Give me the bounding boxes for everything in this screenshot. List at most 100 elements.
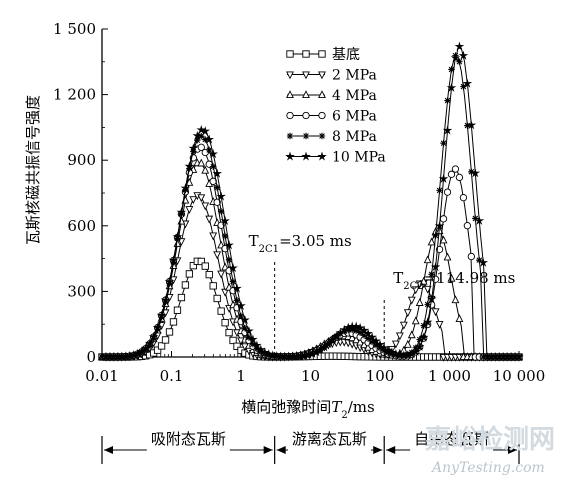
series-point <box>158 314 165 321</box>
series-point <box>395 332 404 341</box>
legend-marker <box>318 111 326 120</box>
legend-marker <box>302 50 310 58</box>
series-point <box>351 321 361 331</box>
series-point <box>180 183 191 193</box>
series-point <box>189 196 198 205</box>
series-point <box>414 341 425 351</box>
series-point <box>474 215 485 225</box>
series-point <box>169 318 178 326</box>
series-point <box>197 158 206 167</box>
region-label: 吸附态瓦斯 <box>151 430 226 448</box>
legend-marker <box>286 132 294 140</box>
series-point <box>364 335 372 342</box>
legend-marker <box>318 50 326 58</box>
series-point <box>172 231 183 241</box>
region-arrow-head <box>276 446 286 454</box>
series-point <box>153 346 162 354</box>
series-point <box>164 276 175 286</box>
legend-marker <box>318 132 326 140</box>
legend-item: 2 MPa <box>286 68 377 84</box>
series-point <box>434 220 445 231</box>
legend-item: 10 MPa <box>285 150 386 166</box>
series-point <box>271 351 282 361</box>
series-point <box>454 41 465 51</box>
series-point <box>165 328 174 336</box>
y-tick-label: 600 <box>67 217 96 235</box>
series-point <box>197 257 205 266</box>
series-point <box>407 330 416 339</box>
series-point <box>419 276 428 285</box>
series-point <box>221 232 229 240</box>
series-point <box>192 130 203 140</box>
series-6-MPa <box>102 143 523 361</box>
series-point <box>157 342 166 350</box>
series-point <box>367 332 377 342</box>
series-point <box>201 262 209 270</box>
series-point <box>403 309 412 318</box>
legend-label: 4 MPa <box>332 88 377 104</box>
series-point <box>240 314 250 325</box>
x-axis-title-suffix: /ms <box>348 398 375 416</box>
region-label-bg <box>287 440 371 460</box>
legend-marker <box>317 151 327 161</box>
series-point <box>466 120 477 130</box>
series-point <box>213 294 221 303</box>
plot-axes: 0.01 0.1 1 10 100 1 000 10 000 0 300 600 900 1 200 1… <box>53 20 545 385</box>
legend: 基底 2 MPa 4 MPa 6 MPa 8 MPa 10 MPa <box>285 46 386 166</box>
series-point <box>148 331 159 341</box>
region-label-bg <box>146 440 230 460</box>
series-point <box>201 165 210 174</box>
series-point <box>184 161 195 171</box>
x-tick-label: 0.01 <box>85 367 118 385</box>
x-tick-label: 10 000 <box>493 367 546 385</box>
series-point <box>201 202 210 211</box>
legend-item: 4 MPa <box>286 88 377 104</box>
series-10-MPa <box>101 41 524 362</box>
series-line <box>102 162 519 358</box>
series-point <box>459 193 468 202</box>
legend-label: 2 MPa <box>332 68 377 84</box>
series-point <box>455 173 464 182</box>
series-point <box>359 325 369 335</box>
series-point <box>371 335 381 346</box>
series-point <box>355 322 365 333</box>
series-point <box>185 206 194 214</box>
series-point <box>197 194 206 203</box>
region-label: 游离态瓦斯 <box>292 430 367 448</box>
series-point <box>356 329 364 336</box>
series-point <box>472 215 479 222</box>
x-axis-title-var: T <box>331 398 342 416</box>
series-point <box>161 336 170 344</box>
series-point <box>395 349 405 360</box>
y-tick-label: 0 <box>86 348 96 366</box>
series-point <box>444 97 451 104</box>
y-tick-label: 900 <box>67 151 96 169</box>
series-point <box>213 198 221 206</box>
region-arrow-head <box>263 446 273 454</box>
watermark-cn: 嘉峪检测网 <box>425 424 555 455</box>
series-point <box>464 122 471 129</box>
series-point <box>216 191 226 201</box>
series-point <box>140 343 151 353</box>
series-point <box>438 173 449 183</box>
series-point <box>233 342 241 350</box>
series-point <box>232 283 242 293</box>
series-point <box>236 300 246 310</box>
series-point <box>213 184 221 191</box>
series-point <box>253 345 261 353</box>
series-point <box>458 50 469 60</box>
cutoff-label: T2C2=114.98 ms <box>393 269 515 292</box>
series-point <box>190 148 197 155</box>
series-point <box>456 58 463 65</box>
series-point <box>225 328 233 337</box>
series-point <box>426 294 437 304</box>
region-label-bg <box>410 440 494 460</box>
series-point <box>217 307 225 315</box>
series-point <box>360 332 368 339</box>
series-point <box>257 348 265 356</box>
series-point <box>225 256 233 264</box>
series-point <box>403 339 412 348</box>
series-point <box>224 240 234 250</box>
series-point <box>442 125 453 135</box>
